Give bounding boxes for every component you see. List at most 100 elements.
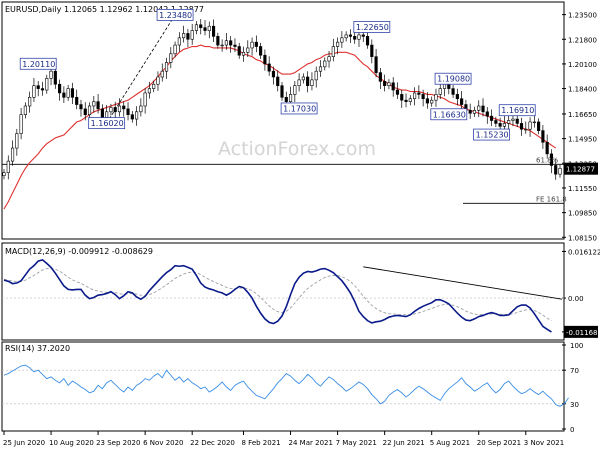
candle-body — [122, 105, 126, 110]
candle-body — [152, 83, 156, 89]
candle-body — [156, 76, 160, 85]
candle-body — [105, 111, 109, 118]
candle-body — [199, 24, 203, 28]
candle-body — [400, 94, 404, 101]
candle-body — [169, 53, 173, 63]
macd-title: MACD(12,26,9) -0.009912 -0.008629 — [5, 247, 153, 256]
price-header-ohlc: 1.12065 1.12962 1.12042 1.12877 — [64, 5, 204, 14]
x-tick-label: 8 Feb 2021 — [242, 439, 281, 447]
watermark: ActionForex.com — [218, 138, 376, 160]
candle-body — [83, 108, 87, 115]
x-tick-label: 20 Sep 2021 — [477, 439, 521, 447]
x-tick-label: 23 Sep 2020 — [96, 439, 140, 447]
macd-signal-line — [3, 267, 552, 322]
candle-body — [494, 120, 498, 124]
x-tick-label: 24 Mar 2021 — [289, 439, 333, 447]
macd-tick-label: 0.00 — [568, 295, 584, 303]
candle-body — [126, 108, 130, 115]
dashed-trendline — [106, 14, 176, 124]
candle-body — [216, 36, 220, 46]
level-label: FE 161.8 — [536, 195, 567, 203]
macd-current-tag — [564, 325, 598, 338]
candle-body — [387, 82, 391, 86]
price-annotation-label: 1.20110 — [22, 60, 55, 69]
candle-body — [370, 44, 374, 57]
x-tick-label: 22 Dec 2020 — [190, 439, 235, 447]
candle-body — [250, 41, 254, 49]
x-tick-label: 25 Jun 2020 — [3, 439, 45, 447]
rsi-tick-label: 0 — [570, 426, 574, 434]
candle-body — [271, 70, 276, 78]
candle-body — [182, 33, 186, 39]
candle-body — [314, 70, 318, 81]
candle-body — [361, 34, 365, 37]
candle-body — [357, 34, 361, 40]
price-annotation-label: 1.19080 — [437, 75, 470, 84]
candle-body — [477, 105, 481, 111]
candle-body — [220, 44, 224, 47]
price-annotation-box — [353, 21, 391, 33]
macd-trendline — [363, 266, 563, 300]
price-tick-label: 1.09850 — [568, 210, 597, 218]
candle-body — [53, 70, 57, 85]
candle-body — [259, 46, 263, 56]
candle-body — [62, 92, 66, 98]
candle-body — [28, 96, 32, 107]
candle-body — [425, 98, 429, 104]
macd-tick-label: -0.011681 — [566, 329, 600, 337]
price-annotation-label: 1.16630 — [433, 110, 466, 119]
candle-body — [310, 79, 314, 86]
candle-body — [545, 141, 549, 155]
candle-body — [537, 121, 541, 131]
candle-body — [468, 110, 472, 114]
price-annotation-box — [88, 117, 126, 130]
candle-body — [447, 83, 451, 89]
candle-body — [455, 94, 459, 100]
candle-body — [96, 101, 100, 110]
moving-average-line — [3, 44, 557, 210]
candle-body — [211, 25, 216, 37]
candle-body — [549, 153, 554, 166]
candle-body — [160, 70, 164, 78]
price-tick-label: 1.11550 — [568, 185, 597, 193]
price-annotation-box — [473, 128, 510, 141]
candle-body — [2, 172, 6, 176]
candle-body — [190, 30, 194, 40]
candle-body — [100, 108, 104, 118]
price-annotation-label: 1.15230 — [476, 131, 509, 140]
price-tick-label: 1.20100 — [568, 61, 597, 69]
price-tick-label: 1.23500 — [568, 12, 597, 20]
current-price-tag — [564, 162, 598, 175]
candle-body — [417, 92, 421, 95]
candle-body — [267, 63, 271, 72]
candle-body — [241, 52, 246, 56]
candle-body — [515, 118, 519, 124]
candle-body — [297, 79, 301, 86]
price-annotation-label: 1.22650 — [356, 23, 389, 32]
candle-body — [32, 85, 36, 98]
candle-body — [147, 88, 151, 94]
candle-body — [58, 83, 62, 94]
candle-body — [263, 54, 267, 65]
candle-body — [507, 120, 511, 124]
candle-body — [340, 37, 344, 43]
x-tick-label: 22 Jun 2021 — [383, 439, 425, 447]
candle-body — [502, 123, 506, 127]
candle-body — [288, 94, 293, 102]
candle-body — [323, 60, 327, 68]
candle-body — [177, 37, 181, 46]
price-annotation-label: 1.23480 — [159, 11, 192, 20]
candle-body — [194, 24, 199, 31]
candle-body — [498, 123, 502, 127]
candle-body — [331, 46, 335, 57]
price-annotation-label: 1.16020 — [91, 119, 124, 128]
macd-panel-frame — [1, 242, 565, 341]
candle-body — [229, 40, 233, 46]
current-price-label: 1.12877 — [566, 166, 595, 174]
price-tick-label: 1.21800 — [568, 36, 597, 44]
candle-body — [301, 76, 305, 81]
candle-body — [66, 88, 70, 98]
candle-body — [280, 85, 284, 98]
candle-body — [451, 88, 455, 95]
